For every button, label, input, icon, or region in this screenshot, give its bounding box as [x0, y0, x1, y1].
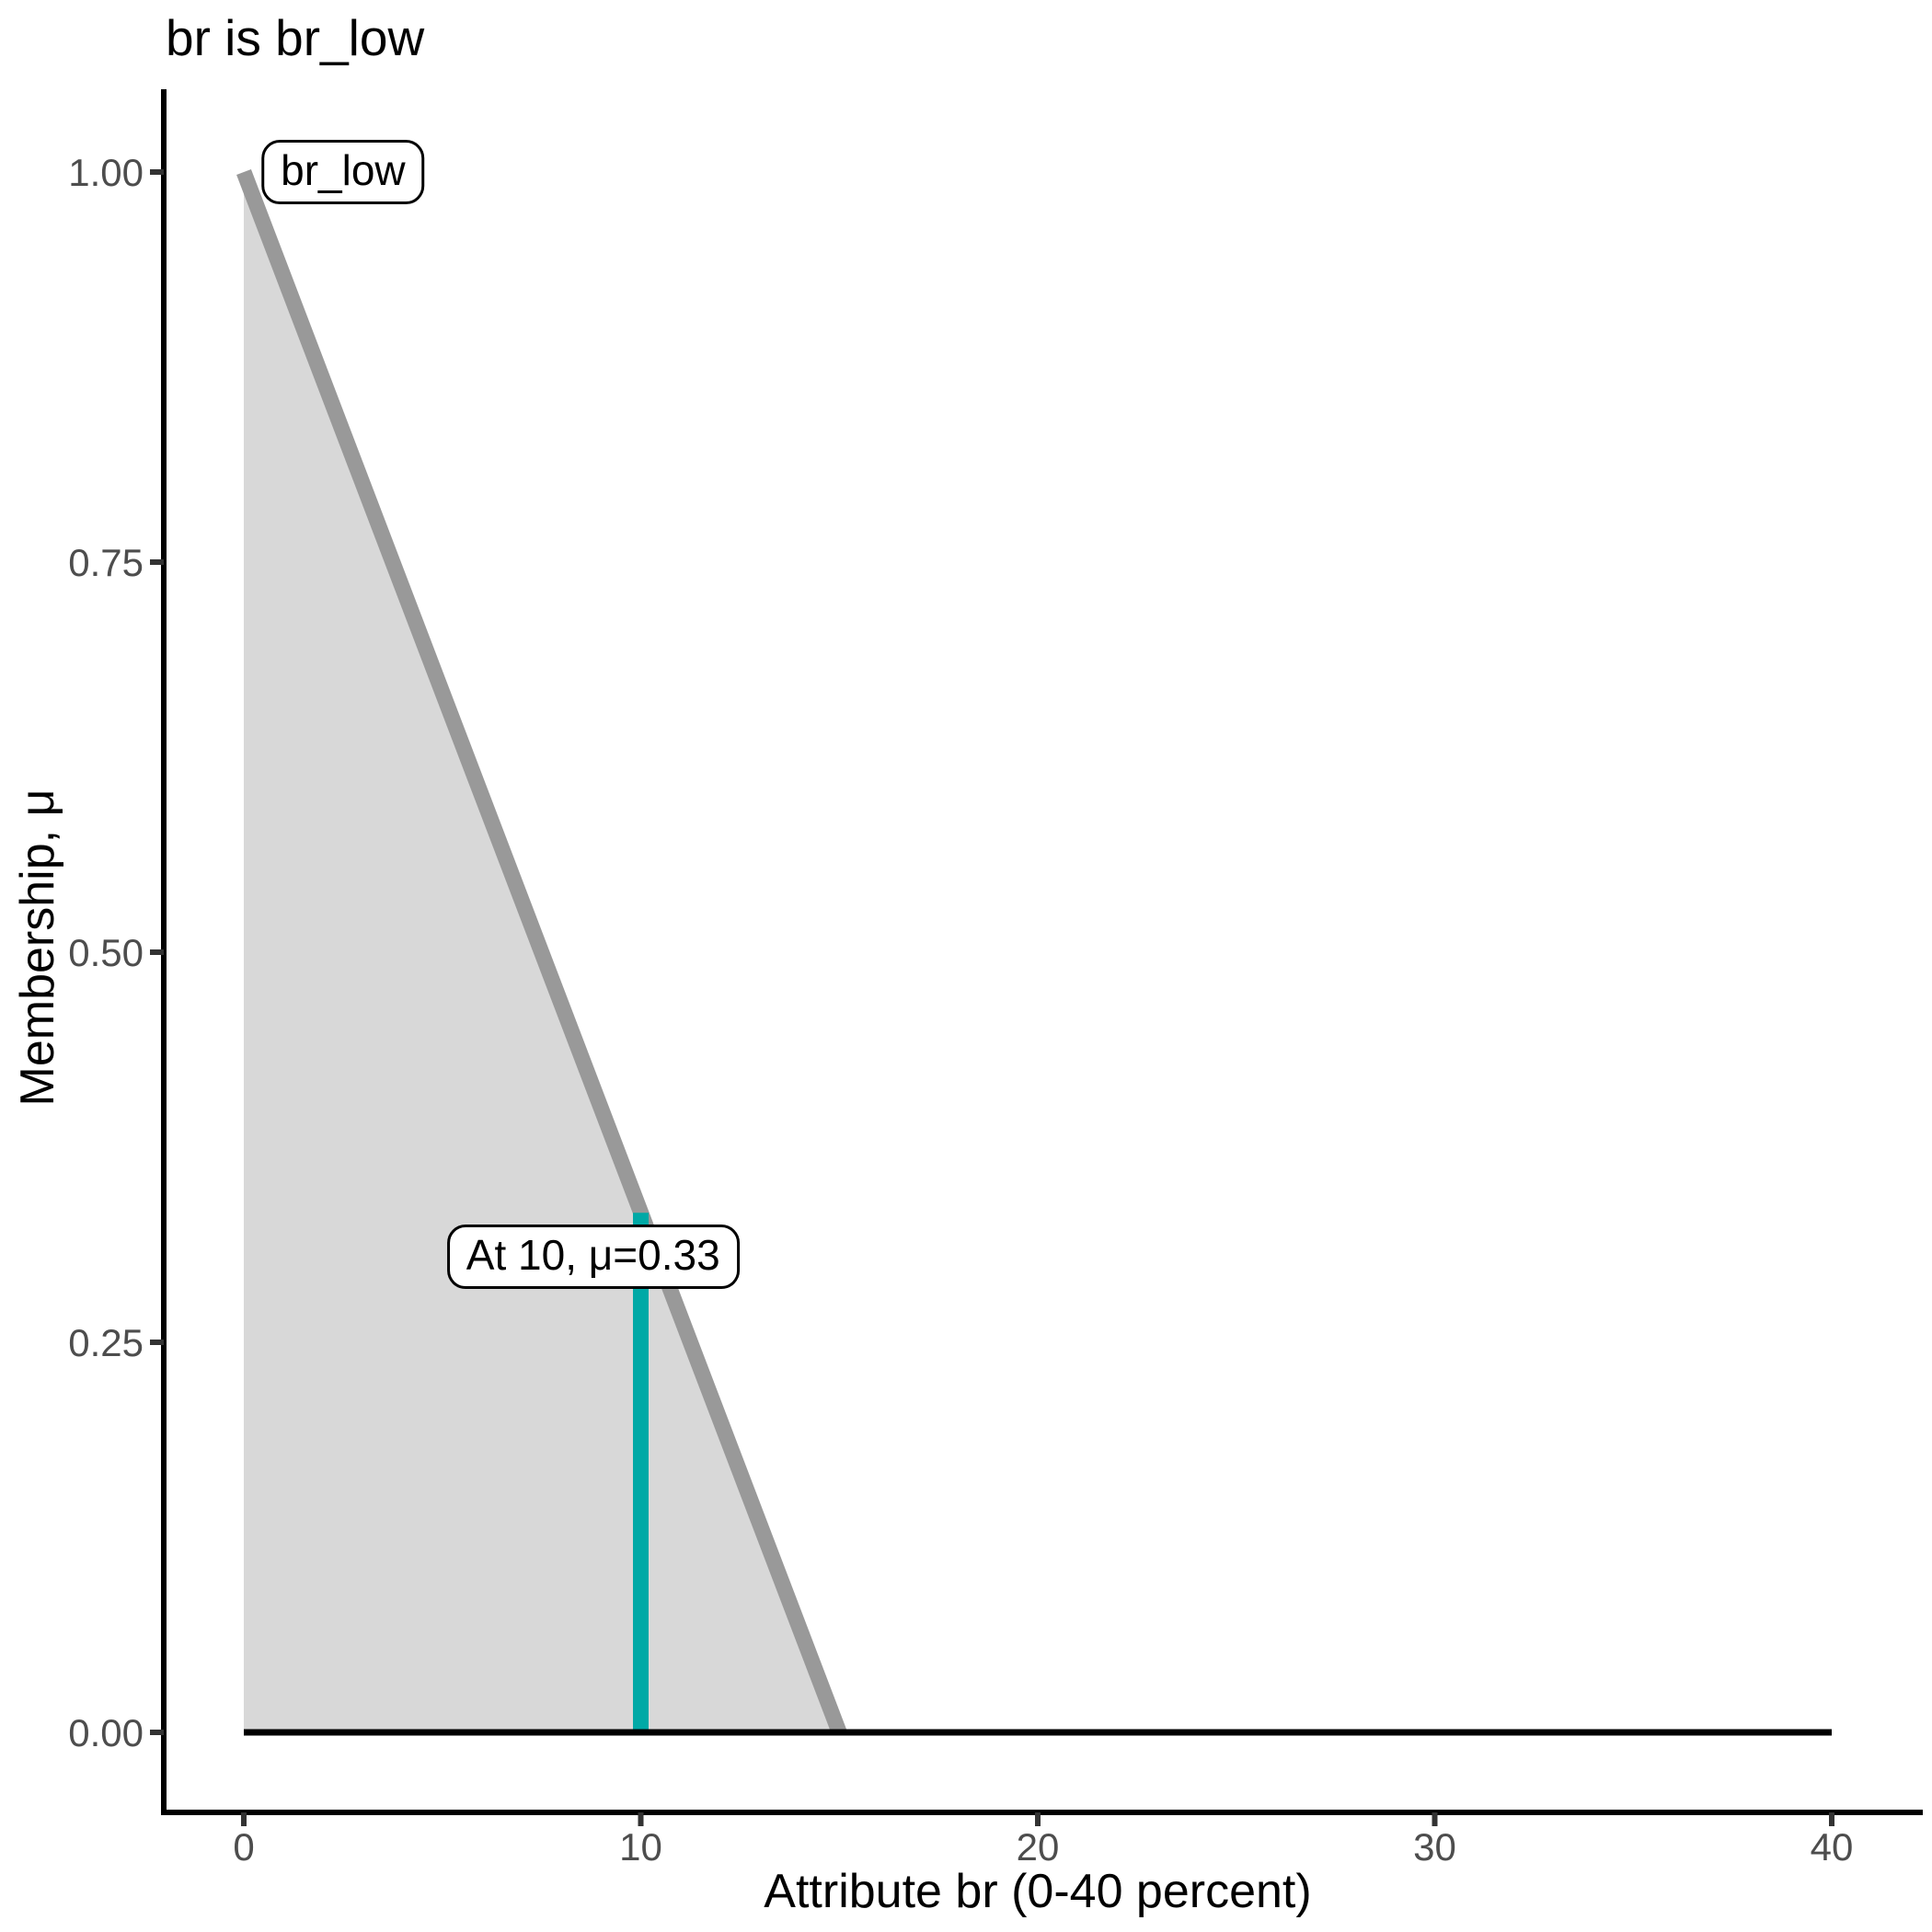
- y-tick-group: 0.00 0.25 0.50 0.75 1.00: [68, 151, 164, 1754]
- x-tick-label: 30: [1413, 1825, 1456, 1869]
- x-tick-label: 20: [1017, 1825, 1060, 1869]
- y-tick-label: 0.00: [68, 1711, 144, 1754]
- evaluation-label-text: At 10, μ=0.33: [466, 1230, 720, 1279]
- x-tick-label: 40: [1811, 1825, 1854, 1869]
- set-name-label: br_low: [261, 140, 425, 204]
- plot-title: br is br_low: [166, 9, 425, 66]
- x-tick-group: 0 10 20 30 40: [233, 1812, 1853, 1869]
- y-tick-label: 0.75: [68, 541, 144, 584]
- membership-function-line: [236, 168, 847, 1736]
- x-tick-label: 10: [619, 1825, 662, 1869]
- set-name-label-text: br_low: [281, 146, 406, 195]
- evaluation-label: At 10, μ=0.33: [446, 1224, 740, 1289]
- y-tick-label: 1.00: [68, 151, 144, 194]
- x-axis-title: Attribute br (0-40 percent): [764, 1865, 1312, 1918]
- y-tick-label: 0.50: [68, 931, 144, 974]
- x-tick-label: 0: [233, 1825, 254, 1869]
- y-tick-label: 0.25: [68, 1321, 144, 1364]
- y-axis-title: Membership, μ: [11, 788, 64, 1107]
